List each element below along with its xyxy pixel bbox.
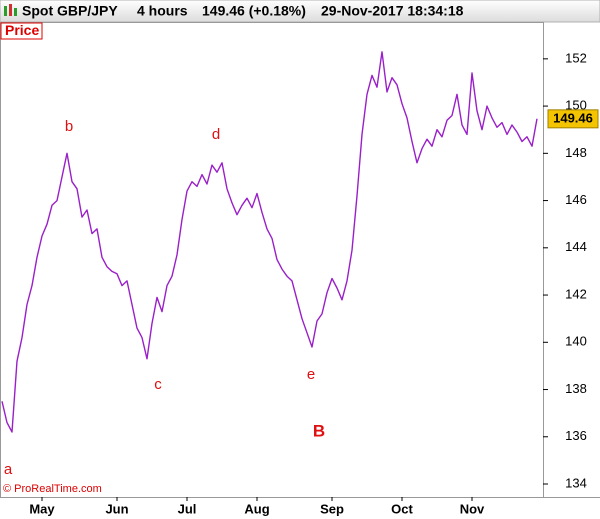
y-tick-label: 150 [565, 98, 587, 113]
annotation: e [307, 366, 315, 383]
y-tick-label: 148 [565, 145, 587, 160]
annotation: B [313, 421, 325, 440]
annotation: d [212, 126, 220, 143]
x-tick-label: Nov [460, 501, 485, 516]
y-tick-label: 142 [565, 286, 587, 301]
x-tick-label: Jul [178, 501, 197, 516]
last-value-label: 149.46 [553, 110, 593, 125]
x-tick-label: Sep [320, 501, 344, 516]
y-tick-label: 138 [565, 381, 587, 396]
y-tick-label: 134 [565, 475, 587, 490]
footer: © ProRealTime.com [3, 483, 102, 495]
annotation: a [4, 461, 13, 478]
instrument: Spot GBP/JPY [22, 3, 118, 19]
x-tick-label: Aug [244, 501, 269, 516]
last-value-box [547, 109, 599, 129]
y-tick-label: 140 [565, 334, 587, 349]
y-tick-label: 146 [565, 192, 587, 207]
annotation: b [65, 118, 73, 135]
x-tick-label: Oct [391, 501, 413, 516]
quote: 149.46 (+0.18%) [202, 3, 306, 19]
y-tick-label: 136 [565, 428, 587, 443]
y-tick-label: 144 [565, 239, 587, 254]
timestamp: 29-Nov-2017 18:34:18 [321, 3, 464, 19]
chart-title: Price [5, 22, 39, 38]
title-box [0, 22, 43, 40]
annotation: c [154, 376, 162, 393]
x-tick-label: May [29, 501, 55, 516]
candle-icon [4, 4, 17, 16]
period: 4 hours [137, 3, 188, 19]
price-line [1, 51, 538, 433]
y-tick-label: 152 [565, 50, 587, 65]
x-tick-label: Jun [105, 501, 128, 516]
